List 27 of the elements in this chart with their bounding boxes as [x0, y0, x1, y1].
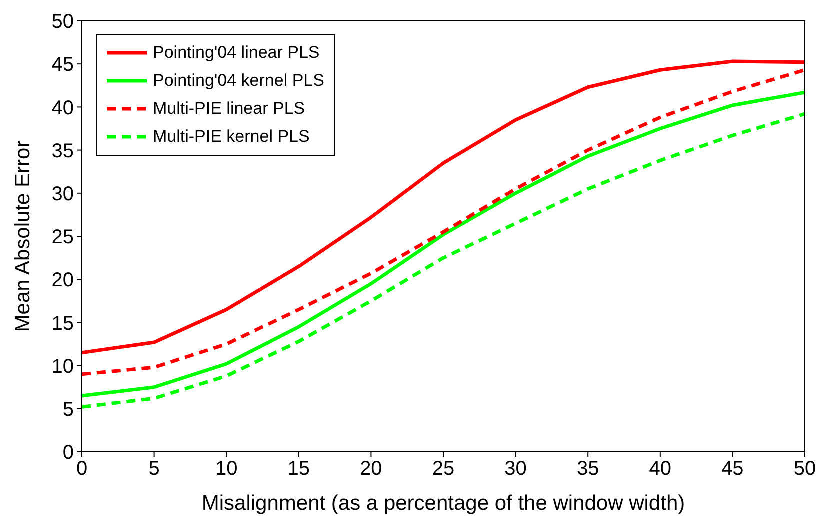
x-tick-label: 30 [504, 458, 527, 480]
y-tick-label: 0 [62, 442, 74, 464]
x-axis-title: Misalignment (as a percentage of the window width) [202, 492, 686, 515]
x-tick-label: 50 [794, 458, 816, 480]
legend-label: Pointing'04 kernel PLS [153, 70, 324, 92]
y-tick-label: 15 [52, 312, 74, 335]
x-tick-label: 35 [576, 458, 600, 480]
y-axis-title: Mean Absolute Error [11, 140, 34, 332]
y-tick-label: 35 [52, 140, 74, 162]
y-tick-label: 45 [52, 54, 74, 76]
x-tick-label: 10 [215, 458, 238, 480]
x-tick-label: 45 [722, 458, 744, 480]
x-tick-label: 40 [649, 458, 672, 480]
y-tick-label: 25 [52, 226, 74, 249]
y-tick-label: 40 [52, 97, 74, 120]
y-tick-label: 50 [52, 11, 74, 34]
x-tick-label: 15 [288, 458, 310, 480]
x-tick-label: 20 [360, 458, 382, 480]
y-tick-label: 5 [62, 399, 74, 421]
legend-label: Multi-PIE linear PLS [153, 98, 306, 120]
x-tick-label: 5 [148, 458, 160, 480]
y-tick-label: 30 [52, 184, 74, 206]
y-tick-label: 20 [52, 270, 74, 292]
y-tick-label: 10 [52, 356, 74, 378]
legend-label: Pointing'04 linear PLS [153, 42, 320, 64]
legend-label: Multi-PIE kernel PLS [153, 126, 310, 148]
x-tick-label: 25 [432, 458, 455, 480]
